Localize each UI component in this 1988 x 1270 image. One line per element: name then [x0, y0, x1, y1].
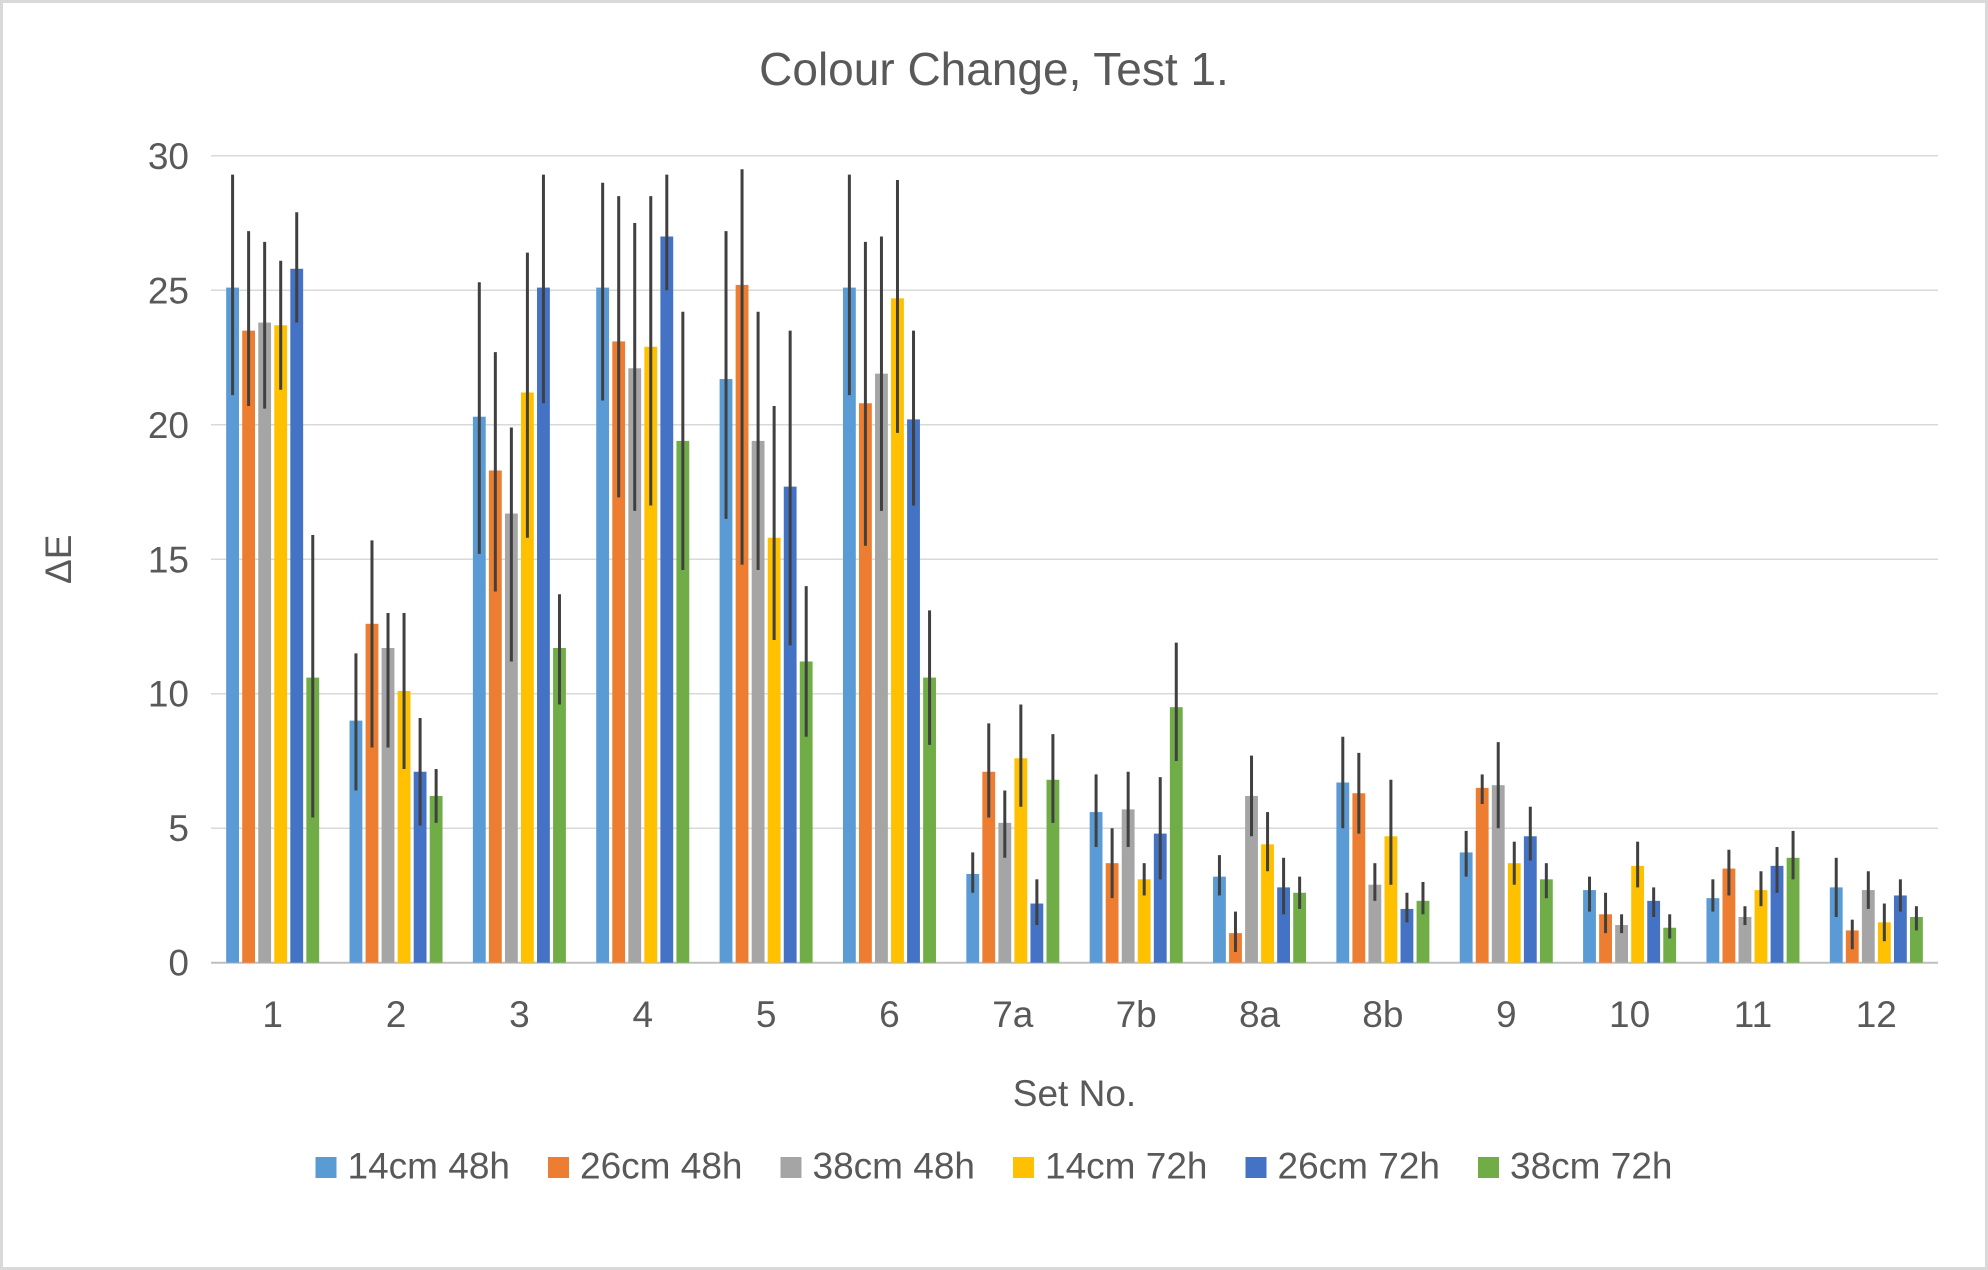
svg-text:5: 5 [756, 994, 777, 1035]
svg-text:10: 10 [1609, 994, 1650, 1035]
svg-text:38cm 72h: 38cm 72h [1510, 1146, 1673, 1187]
svg-text:4: 4 [632, 994, 653, 1035]
svg-text:1: 1 [262, 994, 283, 1035]
svg-text:7a: 7a [992, 994, 1034, 1035]
svg-text:26cm 72h: 26cm 72h [1278, 1146, 1441, 1187]
svg-text:38cm 48h: 38cm 48h [813, 1146, 976, 1187]
svg-text:25: 25 [148, 270, 189, 311]
svg-text:26cm 48h: 26cm 48h [580, 1146, 743, 1187]
svg-text:Colour Change, Test 1.: Colour Change, Test 1. [759, 43, 1229, 95]
svg-text:3: 3 [509, 994, 530, 1035]
svg-text:20: 20 [148, 405, 189, 446]
svg-text:8b: 8b [1362, 994, 1403, 1035]
svg-text:Set No.: Set No. [1013, 1073, 1136, 1114]
svg-text:10: 10 [148, 674, 189, 715]
svg-text:8a: 8a [1239, 994, 1281, 1035]
svg-text:2: 2 [386, 994, 407, 1035]
svg-text:5: 5 [168, 808, 189, 849]
svg-text:9: 9 [1496, 994, 1517, 1035]
svg-text:6: 6 [879, 994, 900, 1035]
svg-text:0: 0 [168, 943, 189, 984]
svg-text:ΔE: ΔE [38, 535, 79, 584]
svg-text:15: 15 [148, 539, 189, 580]
svg-text:14cm 48h: 14cm 48h [348, 1146, 511, 1187]
svg-text:7b: 7b [1116, 994, 1157, 1035]
svg-text:11: 11 [1734, 994, 1772, 1035]
svg-text:14cm 72h: 14cm 72h [1045, 1146, 1208, 1187]
svg-text:12: 12 [1856, 994, 1897, 1035]
svg-text:30: 30 [148, 136, 189, 177]
